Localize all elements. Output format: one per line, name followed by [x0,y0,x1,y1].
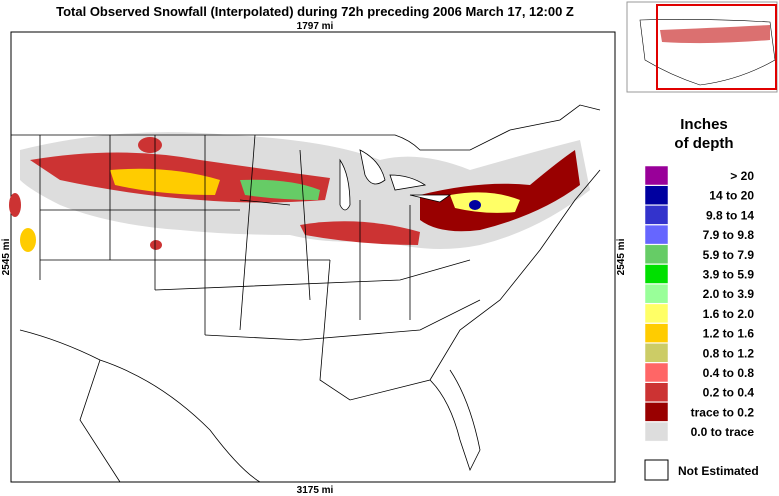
legend-swatch [644,264,669,284]
inset-map [626,1,778,93]
left-distance: 2545 mi [1,238,12,275]
snow-spot [469,200,481,210]
snow-spot [138,137,162,153]
legend-swatch [644,283,669,304]
legend-label: 0.0 to trace [691,425,755,439]
map-frame [10,31,616,483]
top-distance: 1797 mi [297,21,334,32]
legend-title: Inches [680,116,728,133]
legend-label: 7.9 to 9.8 [703,228,755,242]
snow-band [9,193,21,217]
legend-label: 1.2 to 1.6 [703,327,755,341]
inset-outline [639,19,776,86]
legend-swatch [644,165,669,186]
legend-swatch [644,244,669,265]
snow-cover [9,132,590,252]
snow-band [110,168,220,195]
legend: Inches of depth Not Estimated > 20 14 to … [644,116,759,481]
snow-band [450,192,520,213]
inset-frame [626,1,778,93]
legend-label: 0.4 to 0.8 [703,366,755,380]
legend-swatch [644,421,669,442]
main-map [9,31,616,483]
legend-label: 5.9 to 7.9 [703,248,755,262]
snow-band [240,179,320,200]
legend-swatch [644,402,669,422]
not-estimated-label: Not Estimated [678,464,759,478]
legend-swatch [644,303,669,324]
boundaries [11,104,601,483]
legend-swatch [644,185,669,205]
legend-label: 0.8 to 1.2 [703,346,755,360]
legend-label: 2.0 to 3.9 [703,287,755,301]
title: Total Observed Snowfall (Interpolated) d… [56,4,574,19]
legend-swatch [644,205,669,225]
legend-label: 9.8 to 14 [706,208,754,222]
legend-label: 0.2 to 0.4 [703,386,755,400]
great-lakes [339,149,452,211]
legend-label: 14 to 20 [709,189,754,203]
legend-label: trace to 0.2 [691,405,755,419]
not-estimated-swatch [644,459,669,481]
legend-label: > 20 [730,169,754,183]
legend-swatch [644,323,669,343]
bottom-distance: 3175 mi [297,485,334,496]
inset-viewport [656,4,777,90]
snow-spot [150,240,162,250]
snow-band [20,228,36,252]
inset-snow [660,25,770,44]
right-distance: 2545 mi [616,238,627,275]
legend-swatch [644,382,669,402]
legend-title: of depth [674,135,733,152]
legend-swatch [644,224,669,245]
legend-swatch [644,343,669,363]
snow-band [420,150,580,232]
legend-swatch [644,362,669,383]
legend-label: 3.9 to 5.9 [703,268,755,282]
legend-label: 1.6 to 2.0 [703,307,755,321]
